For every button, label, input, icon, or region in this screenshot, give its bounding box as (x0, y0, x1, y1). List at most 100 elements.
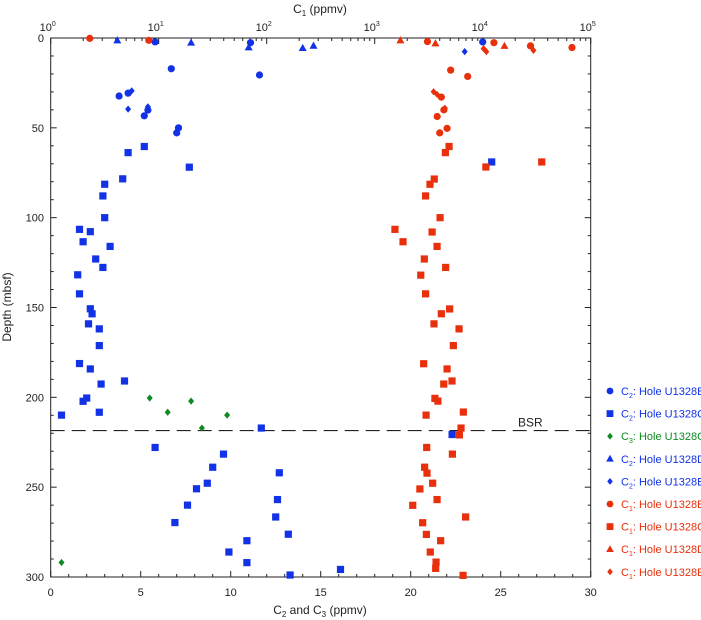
data-point-square (459, 571, 467, 579)
data-point-square (455, 325, 463, 333)
legend-item: C1: Hole U1328E (607, 567, 701, 581)
data-point-square (86, 305, 94, 313)
left-tick-label: 50 (32, 123, 44, 135)
data-point-square (432, 564, 440, 572)
top-tick-label: 104 (472, 21, 488, 34)
legend-label: C1: Hole U1328D (621, 544, 701, 558)
left-tick-label: 0 (38, 33, 44, 45)
data-point-diamond (434, 90, 441, 99)
data-point-square (124, 149, 132, 157)
legend-marker-diamond (607, 478, 613, 485)
data-point-square (79, 397, 87, 405)
legend-label-part: 2 (629, 416, 633, 423)
data-points (57, 34, 576, 579)
data-point-square (275, 469, 283, 477)
data-point-square (432, 558, 440, 566)
data-point-triangle (113, 36, 122, 44)
data-point-diamond (144, 103, 151, 111)
data-point-triangle (244, 43, 253, 51)
legend-marker-circle (606, 500, 614, 508)
legend-label-part: : Hole U1328D (633, 454, 701, 466)
series-2 (58, 394, 231, 567)
top-tick-label: 103 (364, 21, 380, 34)
data-point-triangle (309, 41, 318, 49)
data-point-square (86, 228, 94, 236)
data-point-square (488, 158, 496, 166)
bottom-axis-title-sub: 3 (322, 610, 327, 619)
data-point-square (284, 530, 292, 538)
top-axis-title: C1 (ppmv) (293, 2, 347, 18)
data-point-square (272, 513, 280, 521)
legend-label-part: 1 (629, 506, 633, 513)
data-point-square (219, 450, 228, 458)
legend-label: C1: Hole U1328C (621, 522, 701, 536)
data-point-square (448, 450, 456, 458)
series-8 (430, 45, 537, 112)
legend-label-part: : Hole U1328D (633, 544, 701, 556)
legend-label-part: C (621, 409, 629, 421)
data-point-square (57, 411, 66, 419)
data-point-square (88, 310, 96, 318)
data-point-square (257, 424, 265, 432)
data-point-square (286, 571, 294, 579)
data-point-square (423, 469, 431, 477)
data-point-diamond (224, 411, 231, 419)
data-point-square (448, 377, 456, 385)
legend-label-part: C (621, 544, 629, 556)
plot-frame (50, 37, 592, 578)
data-point-square (99, 263, 107, 272)
data-point-square (409, 501, 417, 509)
tick-base: 10 (364, 22, 376, 34)
legend-marker-circle (606, 387, 614, 395)
data-point-square (209, 463, 217, 471)
legend-label: C1: Hole U1328E (621, 567, 701, 581)
bottom-axis-title-part: (ppmv) (326, 603, 367, 617)
data-point-circle (115, 92, 123, 100)
data-point-square (101, 214, 109, 222)
data-point-square (421, 463, 429, 471)
data-point-square (420, 255, 428, 263)
data-point-square (120, 377, 129, 385)
legend-item: C2: Hole U1328B (606, 386, 701, 400)
data-point-circle (145, 36, 153, 44)
tick-exponent: 2 (268, 21, 272, 28)
top-axis-title-sub: 1 (302, 9, 307, 18)
series-6 (391, 142, 546, 579)
top-tick-label: 100 (40, 21, 56, 34)
data-point-square (434, 397, 442, 405)
tick-base: 10 (148, 22, 160, 34)
data-point-square (95, 408, 103, 416)
legend-label-part: : Hole U1328C (633, 431, 701, 443)
top-axis-title-main: C (293, 2, 302, 16)
data-point-circle (423, 37, 432, 46)
left-tick-label: 200 (26, 392, 44, 404)
left-tick-label: 250 (26, 482, 44, 494)
legend-marker-diamond (607, 568, 613, 576)
data-point-square (183, 501, 192, 509)
legend-marker-triangle (606, 454, 614, 462)
legend-item: C1: Hole U1328C (606, 522, 701, 536)
y-axis-title: Depth (mbsf) (0, 272, 14, 341)
data-point-square (75, 290, 84, 298)
data-point-square (273, 495, 282, 504)
data-point-circle (464, 72, 472, 81)
data-point-square (433, 495, 441, 504)
legend-item: C2: Hole U1328E (607, 476, 701, 490)
data-point-square (140, 142, 148, 151)
data-point-triangle (396, 36, 405, 44)
data-point-diamond (530, 46, 537, 54)
data-point-diamond (58, 558, 65, 567)
tick-base: 10 (580, 22, 592, 34)
data-point-square (441, 149, 449, 157)
data-point-square (203, 479, 211, 487)
data-point-circle (140, 112, 148, 120)
bottom-tick-label: 25 (495, 587, 507, 599)
legend-label-part: C (621, 431, 629, 443)
legend-label-part: C (621, 454, 629, 466)
data-point-square (86, 365, 94, 373)
legend-label-part: C (621, 476, 629, 488)
legend-item: C1: Hole U1328D (606, 544, 701, 558)
data-point-circle (255, 71, 264, 79)
data-point-square (416, 485, 424, 493)
